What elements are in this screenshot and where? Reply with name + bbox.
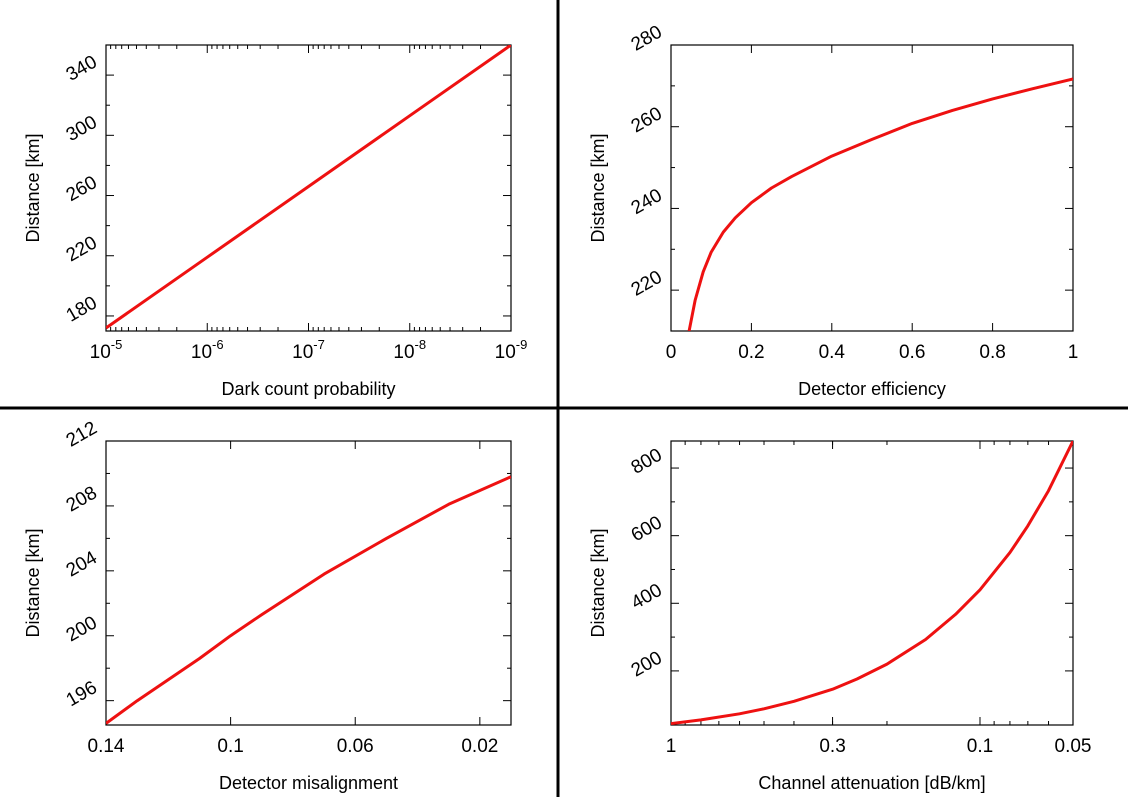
x-tick-label: 0.4 [819, 342, 846, 363]
x-tick-label: 0.1 [967, 736, 993, 757]
y-axis-label: Distance [km] [588, 528, 608, 637]
x-axis-label: Detector misalignment [219, 773, 398, 793]
y-tick-label: 180 [63, 293, 101, 327]
y-tick-label: 300 [63, 112, 101, 146]
y-tick-label: 200 [63, 612, 101, 646]
x-tick-label: 0.05 [1055, 736, 1092, 757]
panel-detector-misalignment: 0.14 0.1 0.06 0.02 196 200 204 208 212 Detector m… [23, 418, 512, 793]
y-tick-label: 260 [628, 103, 666, 137]
y-tick-label: 280 [628, 22, 666, 56]
series-line [106, 45, 511, 330]
y-axis-label: Distance [km] [23, 528, 43, 637]
y-tick-label: 240 [628, 185, 666, 219]
y-tick-label: 260 [63, 172, 101, 206]
x-tick-label: 0.3 [819, 736, 845, 757]
x-tick-label: 10-5 [90, 337, 123, 363]
x-tick-label: 0.1 [217, 736, 243, 757]
panel-detector-efficiency: 0 0.2 0.4 0.6 0.8 1 220 240 260 280 Detector effic… [588, 22, 1079, 399]
panel-dark-count: 10-5 10-6 10-7 10-8 10-9 180 220 260 300 340 Dark … [23, 44, 528, 399]
series-line [687, 77, 1073, 331]
plot-frame [105, 440, 512, 726]
y-tick-label: 220 [63, 232, 101, 266]
y-tick-label: 204 [63, 547, 101, 581]
x-tick-label: 0.8 [979, 342, 1005, 363]
x-tick-label: 1 [1068, 342, 1079, 363]
y-tick-label: 196 [63, 677, 101, 711]
plot-frame [670, 44, 1074, 332]
y-tick-label: 800 [628, 445, 666, 479]
y-tick-label: 340 [63, 52, 101, 86]
x-axis-label: Detector efficiency [798, 379, 946, 399]
x-tick-label: 0.6 [899, 342, 925, 363]
y-tick-label: 400 [628, 580, 666, 614]
panel-channel-attenuation: 1 0.3 0.1 0.05 200 400 600 800 Channel attenuati… [588, 440, 1092, 793]
x-tick-label: 0.14 [88, 736, 125, 757]
x-tick-label: 10-9 [495, 337, 528, 363]
y-tick-label: 200 [628, 647, 666, 681]
series-line [671, 441, 1073, 725]
x-axis-label: Dark count probability [221, 379, 395, 399]
x-tick-label: 0.06 [337, 736, 374, 757]
x-tick-label: 0.02 [461, 736, 498, 757]
x-tick-label: 0 [666, 342, 677, 363]
x-tick-label: 10-8 [393, 337, 426, 363]
x-axis-label: Channel attenuation [dB/km] [758, 773, 985, 793]
y-axis-label: Distance [km] [588, 133, 608, 242]
x-tick-label: 10-7 [292, 337, 325, 363]
y-tick-label: 212 [63, 418, 101, 452]
series-line [106, 475, 511, 725]
y-tick-label: 600 [628, 512, 666, 546]
plot-frame [670, 440, 1074, 726]
y-tick-label: 220 [628, 267, 666, 301]
x-tick-label: 0.2 [738, 342, 764, 363]
x-tick-label: 1 [666, 736, 677, 757]
y-tick-label: 208 [63, 482, 101, 516]
x-tick-label: 10-6 [191, 337, 224, 363]
y-axis-label: Distance [km] [23, 133, 43, 242]
